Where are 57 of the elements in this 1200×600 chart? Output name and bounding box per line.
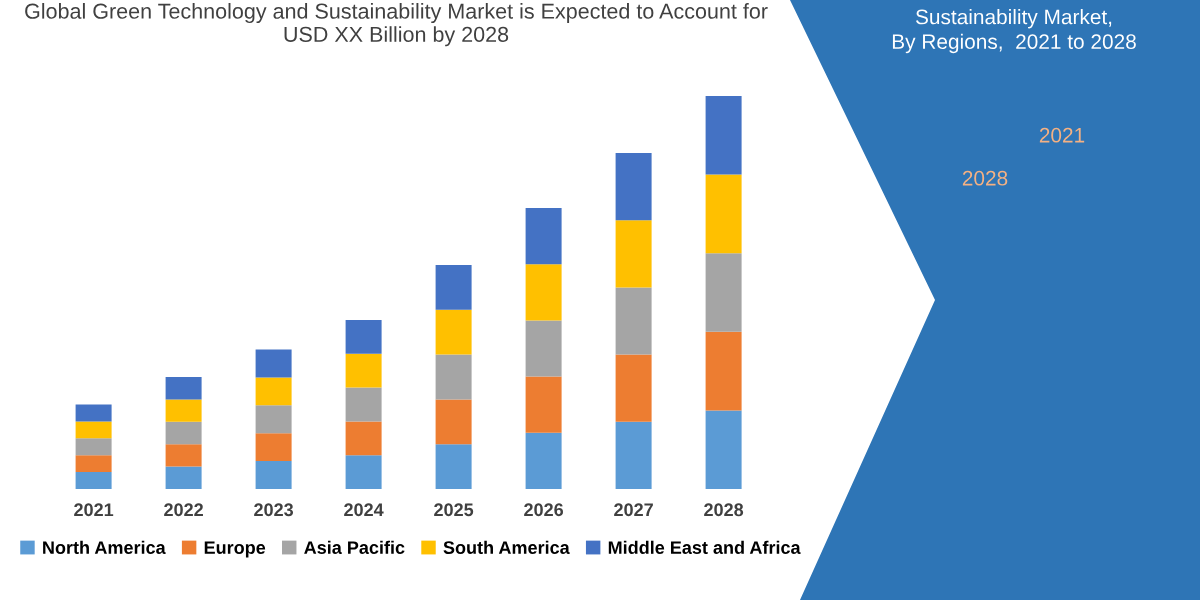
x-tick-label: 2027 [614, 503, 653, 517]
bar [75, 472, 112, 489]
bar [705, 410, 742, 489]
text: Sustainability Market, By Regions, 2021 to 2028 [892, 9, 1136, 54]
bar [165, 466, 202, 489]
bar [255, 405, 292, 434]
bar [255, 461, 292, 489]
bar [75, 421, 112, 439]
bar [435, 264, 472, 310]
bar [435, 399, 472, 445]
bar [345, 455, 382, 489]
bar [255, 349, 292, 378]
bar [75, 438, 112, 456]
x-tick-label: 2021 [74, 503, 114, 517]
bar [525, 320, 562, 377]
legend-label: Europe [204, 541, 266, 558]
bar [255, 433, 292, 462]
bar [435, 354, 472, 400]
legend-label: Asia Pacific [304, 540, 405, 554]
text: 2021 [1039, 127, 1085, 143]
bar [345, 320, 382, 354]
bar [525, 376, 562, 433]
bar [75, 404, 112, 422]
bar [525, 264, 562, 321]
bar [705, 253, 742, 332]
bar [705, 331, 742, 411]
bar [525, 432, 562, 489]
x-tick-label: 2024 [344, 503, 384, 517]
bar [345, 387, 382, 422]
bar [345, 421, 382, 456]
bar [435, 444, 472, 489]
bar [615, 152, 652, 221]
bar [165, 399, 202, 422]
x-tick-label: 2026 [524, 503, 564, 517]
bar [525, 208, 562, 265]
legend-label: South America [443, 540, 570, 554]
bar [615, 220, 652, 288]
bar [165, 376, 202, 400]
legend-label: Middle East and Africa [608, 540, 801, 554]
bar [615, 287, 652, 355]
bar [615, 421, 652, 489]
x-tick-label: 2023 [254, 503, 294, 517]
text: 2028 [962, 170, 1008, 186]
x-tick-label: 2028 [704, 503, 744, 517]
x-tick-label: 2025 [434, 503, 474, 517]
bar [165, 421, 202, 445]
bar [615, 354, 652, 422]
bar [705, 96, 742, 175]
bar [345, 353, 382, 388]
x-tick-label: 2022 [164, 503, 203, 517]
chart-title: Global Green Technology and Sustainability Market is Expected to Account for USD XX Billion by 2028 [25, 3, 768, 47]
bar [165, 444, 202, 467]
bar [435, 309, 472, 355]
bar [75, 455, 112, 473]
legend-label: North America [43, 540, 166, 554]
bar [705, 174, 742, 254]
bar [255, 377, 292, 406]
